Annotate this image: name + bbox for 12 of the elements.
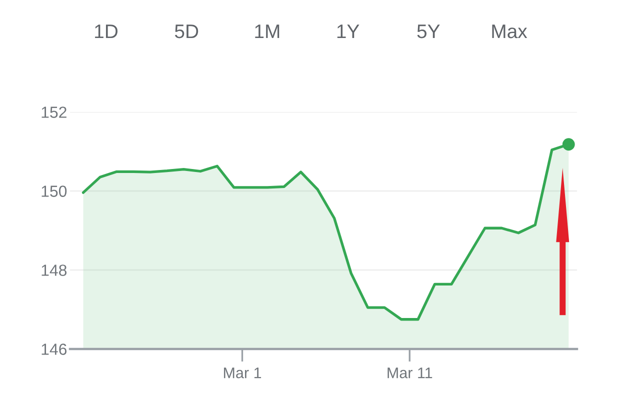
text: Max xyxy=(492,24,528,38)
y-tick-label: 148 xyxy=(42,264,67,276)
y-tick-label: 150 xyxy=(42,186,67,197)
text: 1D xyxy=(95,24,118,38)
x-tick-label: Mar 11 xyxy=(388,368,432,378)
y-tick-label: 152 xyxy=(42,106,66,118)
x-tick-label: Mar 1 xyxy=(224,368,262,378)
y-tick-label: 146 xyxy=(42,344,67,355)
text: 1M xyxy=(255,24,280,38)
text: 1Y xyxy=(337,24,360,38)
text: 5D xyxy=(174,24,198,38)
text: 5Y xyxy=(417,24,440,38)
